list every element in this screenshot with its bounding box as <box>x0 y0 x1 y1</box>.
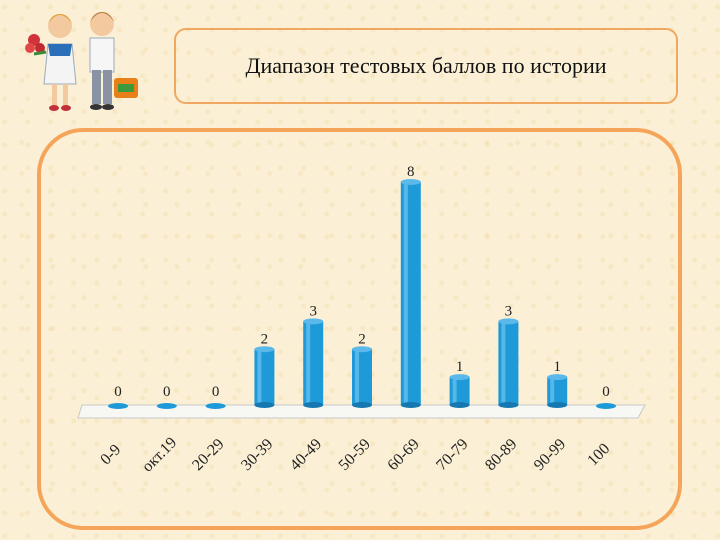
bar-50-59 <box>352 346 372 408</box>
category-label-0-9: 0-9 <box>97 441 124 468</box>
category-label-70-79: 70-79 <box>433 436 471 474</box>
data-label-30-39: 2 <box>261 331 269 347</box>
data-label-60-69: 8 <box>407 164 415 180</box>
bar-100 <box>596 403 616 409</box>
category-label-20-29: 20-29 <box>189 436 227 474</box>
data-label-80-89: 3 <box>505 303 513 319</box>
schoolchildren-illustration <box>25 12 138 111</box>
category-label-80-89: 80-89 <box>482 436 520 474</box>
data-label-70-79: 1 <box>456 359 464 375</box>
category-label-30-39: 30-39 <box>238 436 276 474</box>
bar-окт.19 <box>156 403 177 409</box>
bar-20-29 <box>205 403 226 409</box>
bar-60-69 <box>400 179 421 408</box>
data-label-0-9: 0 <box>114 384 122 400</box>
category-label-50-59: 50-59 <box>336 436 374 474</box>
category-label-окт.19: окт.19 <box>139 434 180 475</box>
category-label-40-49: 40-49 <box>287 436 325 474</box>
girl-figure <box>25 14 77 111</box>
data-label-100: 0 <box>602 384 610 400</box>
chart-frame <box>37 128 682 530</box>
chart-title: Диапазон тестовых баллов по истории <box>245 53 607 78</box>
bar-30-39 <box>254 346 275 408</box>
title-box: Диапазон тестовых баллов по истории <box>174 28 678 104</box>
data-label-50-59: 2 <box>358 331 366 347</box>
data-label-20-29: 0 <box>212 384 220 400</box>
boy-figure <box>89 12 138 110</box>
data-label-90-99: 1 <box>553 359 561 375</box>
bar-70-79 <box>449 374 470 408</box>
category-label-90-99: 90-99 <box>531 436 569 474</box>
data-label-40-49: 3 <box>309 303 317 319</box>
bar-0-9 <box>108 403 128 409</box>
bar-40-49 <box>303 318 324 408</box>
data-label-окт.19: 0 <box>163 384 171 400</box>
category-label-100: 100 <box>584 440 613 469</box>
category-label-60-69: 60-69 <box>384 436 422 474</box>
bar-90-99 <box>547 374 568 408</box>
bar-80-89 <box>498 318 519 408</box>
